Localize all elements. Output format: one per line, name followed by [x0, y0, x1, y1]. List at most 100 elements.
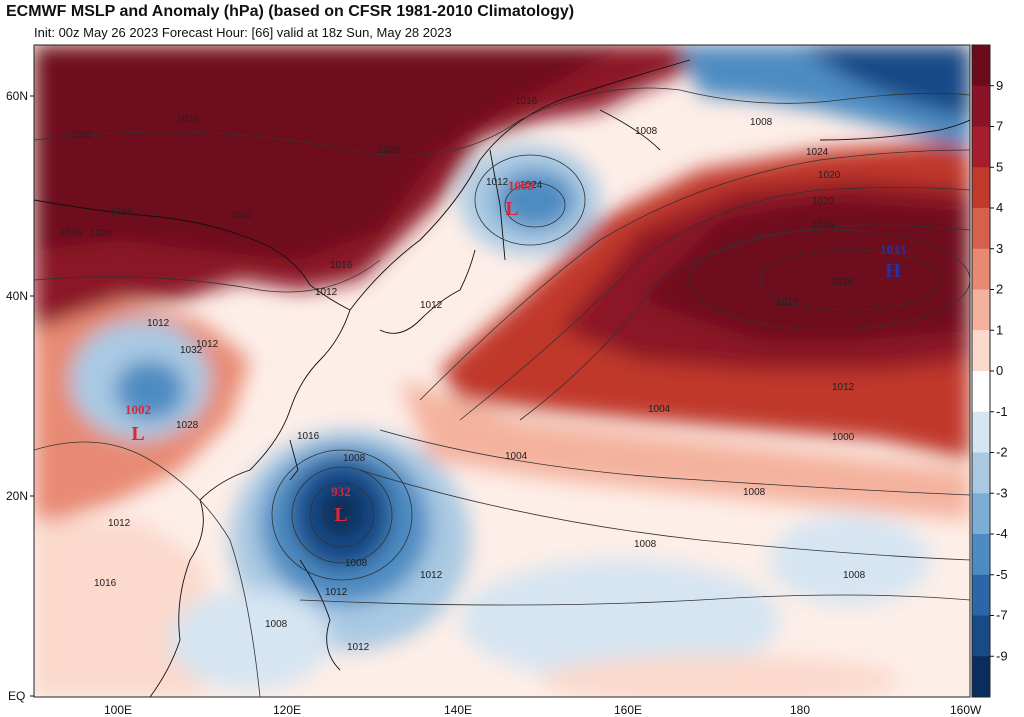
low-pressure-marker: L [334, 504, 347, 526]
colorbar-swatch [972, 411, 990, 453]
lon-label: 160E [614, 703, 642, 717]
colorbar-swatch [972, 452, 990, 494]
colorbar-tick-label: -5 [996, 567, 1008, 582]
colorbar-tick-label: -1 [996, 404, 1008, 419]
contour-label: 1020 [812, 196, 835, 207]
contour-label: 1020 [378, 145, 401, 156]
colorbar-tick-label: 7 [996, 119, 1003, 134]
contour-label: 1016 [831, 277, 854, 288]
contour-label: 1020 [90, 228, 113, 239]
contour-label: 1016 [515, 96, 538, 107]
contour-labels: 1016 1020 1020 1016 1016 1020 1016 1012 1012 1012… [60, 96, 866, 653]
contour-label: 1012 [832, 382, 855, 393]
longitude-axis: 100E 120E 140E 160E 180 160W [104, 703, 982, 717]
contour-label: 1024 [520, 180, 543, 191]
colorbar-tick-label: 9 [996, 78, 1003, 93]
contour-label: 1012 [325, 587, 348, 598]
map-subtitle: Init: 00z May 26 2023 Forecast Hour: [66… [34, 25, 452, 40]
contour-label: 1008 [635, 126, 658, 137]
colorbar-tick-label: 1 [996, 322, 1003, 337]
colorbar-swatch [972, 656, 990, 698]
anomaly-field [34, 45, 970, 697]
contour-label: 1004 [505, 451, 528, 462]
contour-label: 1016 [177, 114, 200, 125]
contour-label: 1016 [812, 220, 835, 231]
center-pressure-value: 1008 [508, 178, 535, 193]
colorbar-tick-label: 4 [996, 200, 1003, 215]
lon-label: 180 [790, 703, 810, 717]
contour-label: 1016 [297, 431, 320, 442]
contour-label: 1012 [347, 642, 370, 653]
lon-label: 120E [273, 703, 301, 717]
high-pressure-marker: H [885, 260, 901, 282]
contour-label: 1020 [818, 170, 841, 181]
lat-label: 60N [6, 89, 28, 103]
contour-label: 1008 [265, 619, 288, 630]
contour-label: 1008 [750, 117, 773, 128]
contour-label: 1008 [743, 487, 766, 498]
pressure-centers: 932 L 1002 L 1008 L 1033 H [125, 178, 907, 526]
contour-label: 1012 [420, 570, 443, 581]
contour-label: 1012 [147, 318, 170, 329]
colorbar-swatch [972, 45, 990, 87]
contour-label: 1008 [343, 453, 366, 464]
contour-label: 1020 [230, 210, 253, 221]
contour-label: 1012 [486, 177, 509, 188]
colorbar-swatch [972, 208, 990, 250]
contour-label: 1004 [648, 404, 671, 415]
lon-label: 100E [104, 703, 132, 717]
colorbar-tick-label: -4 [996, 526, 1008, 541]
lat-label: 40N [6, 289, 28, 303]
colorbar-swatch [972, 289, 990, 331]
isobars [34, 87, 970, 697]
colorbar-swatch [972, 167, 990, 209]
colorbar-swatch [972, 248, 990, 290]
map-title: ECMWF MSLP and Anomaly (hPa) (based on C… [6, 3, 575, 20]
contour-label: 1008 [843, 570, 866, 581]
colorbar-tick-label: 0 [996, 363, 1003, 378]
contour-label: 1016 [110, 207, 133, 218]
colorbar-swatch [972, 126, 990, 168]
contour-label: 1008 [634, 539, 657, 550]
colorbar-swatch [972, 371, 990, 413]
lon-label: 160W [950, 703, 982, 717]
contour-label: 1028 [176, 420, 199, 431]
colorbar-swatch [972, 574, 990, 616]
contour-label: 1016 [60, 228, 83, 239]
center-pressure-value: 1002 [125, 402, 151, 417]
contour-label: 1012 [196, 339, 219, 350]
colorbar-tick-label: -2 [996, 445, 1008, 460]
center-pressure-value: 932 [331, 484, 351, 499]
lon-label: 140E [444, 703, 472, 717]
contour-label: 1012 [776, 297, 799, 308]
colorbar-swatch [972, 330, 990, 372]
latitude-axis: 60N 40N 20N EQ [6, 89, 34, 703]
center-pressure-value: 1033 [880, 242, 907, 257]
colorbar-swatch [972, 615, 990, 657]
colorbar-tick-label: -9 [996, 648, 1008, 663]
contour-label: 1020 [70, 130, 93, 141]
contour-label: 1012 [315, 287, 338, 298]
colorbar-tick-label: -7 [996, 608, 1008, 623]
contour-label: 1032 [180, 345, 203, 356]
contour-label: 1000 [832, 432, 855, 443]
low-pressure-marker: L [131, 423, 144, 445]
contour-label: 1016 [330, 260, 353, 271]
colorbar-swatch [972, 534, 990, 576]
colorbar-tick-label: -3 [996, 485, 1008, 500]
low-pressure-marker: L [505, 198, 518, 220]
colorbar-swatch [972, 493, 990, 535]
contour-label: 1012 [420, 300, 443, 311]
contour-label: 1016 [94, 578, 117, 589]
contour-label: 1024 [806, 147, 829, 158]
colorbar-tick-label: 3 [996, 241, 1003, 256]
contour-label: 1008 [345, 558, 368, 569]
coastlines [34, 59, 970, 697]
lat-label: EQ [8, 689, 25, 703]
contour-label: 1012 [108, 518, 131, 529]
colorbar: 9 7 5 4 3 2 1 0 -1 -2 -3 -4 -5 -7 -9 [971, 44, 1008, 698]
map-frame [33, 44, 971, 698]
colorbar-tick-label: 5 [996, 159, 1003, 174]
colorbar-tick-label: 2 [996, 282, 1003, 297]
